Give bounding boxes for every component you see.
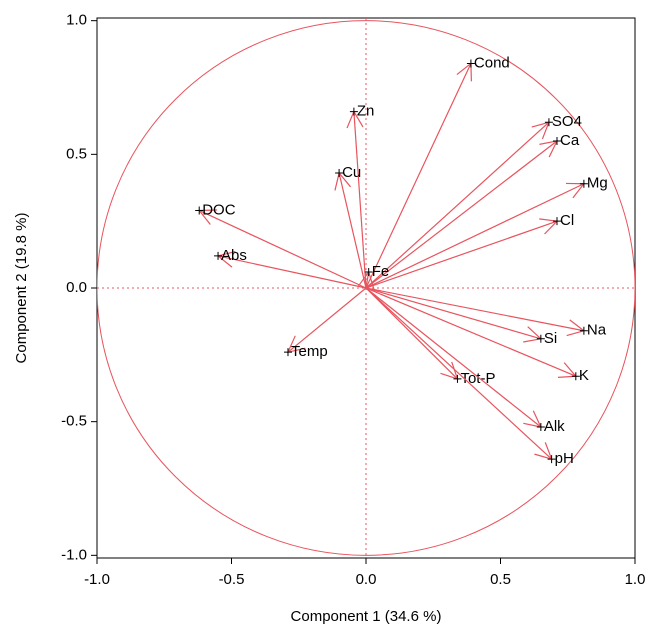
point-cross — [214, 251, 223, 260]
y-tick-label: -1.0 — [61, 546, 87, 563]
x-tick-label: 0.5 — [490, 571, 511, 588]
loading-arrow — [365, 287, 543, 343]
point-cross — [536, 423, 545, 432]
x-tick-label: -0.5 — [219, 571, 245, 588]
point-label: Na — [587, 322, 607, 339]
x-tick-label: 1.0 — [625, 571, 646, 588]
loading-arrow — [365, 62, 472, 289]
point-cross — [552, 217, 561, 226]
point-label: Cond — [474, 54, 510, 71]
loading-arrow — [365, 140, 559, 289]
y-tick-label: 1.0 — [66, 12, 87, 29]
y-tick-label: 0.5 — [66, 145, 87, 162]
point-cross — [335, 169, 344, 178]
loading-arrow — [365, 287, 578, 378]
point-label: Tot-P — [460, 370, 495, 387]
loading-arrow — [286, 287, 367, 354]
loading-arrow — [365, 287, 542, 428]
point-label: Fe — [372, 263, 390, 280]
x-tick-label: 0.0 — [356, 571, 377, 588]
correlation-circle — [97, 20, 635, 556]
point-label: DOC — [202, 201, 236, 218]
point-cross — [283, 348, 292, 357]
point-label: Alk — [544, 418, 565, 435]
point-label: Ca — [560, 132, 580, 149]
point-label: pH — [555, 450, 574, 467]
point-label: K — [579, 367, 589, 384]
point-cross — [544, 118, 553, 127]
point-cross — [552, 136, 561, 145]
point-cross — [536, 334, 545, 343]
point-label: Abs — [221, 247, 247, 264]
plot-area — [97, 20, 635, 556]
loading-arrow — [198, 209, 367, 289]
point-label: Cu — [342, 164, 361, 181]
loading-arrow — [365, 287, 586, 337]
x-tick-label: -1.0 — [84, 571, 110, 588]
point-label: SO4 — [552, 113, 582, 130]
loading-arrow — [346, 110, 367, 289]
point-label: Si — [544, 330, 557, 347]
point-cross — [571, 372, 580, 381]
loading-arrow — [365, 121, 550, 289]
point-cross — [453, 374, 462, 383]
loading-arrow — [216, 250, 367, 289]
point-label: Cl — [560, 212, 574, 229]
point-cross — [466, 59, 475, 68]
loading-arrow — [365, 287, 459, 380]
point-cross — [349, 107, 358, 116]
point-label: Temp — [291, 343, 328, 360]
point-cross — [579, 179, 588, 188]
y-axis-label: Component 2 (19.8 %) — [13, 213, 30, 364]
point-cross — [547, 455, 556, 464]
y-tick-label: -0.5 — [61, 413, 87, 430]
loading-arrow — [365, 218, 559, 289]
loading-arrow — [334, 171, 367, 289]
point-cross — [195, 206, 204, 215]
loading-arrow — [365, 287, 553, 460]
point-label: Zn — [357, 103, 375, 120]
loading-arrow — [365, 182, 586, 289]
point-cross — [579, 326, 588, 335]
point-cross — [364, 267, 373, 276]
x-axis-label: Component 1 (34.6 %) — [291, 608, 442, 625]
y-tick-label: 0.0 — [66, 279, 87, 296]
point-label: Mg — [587, 175, 608, 192]
